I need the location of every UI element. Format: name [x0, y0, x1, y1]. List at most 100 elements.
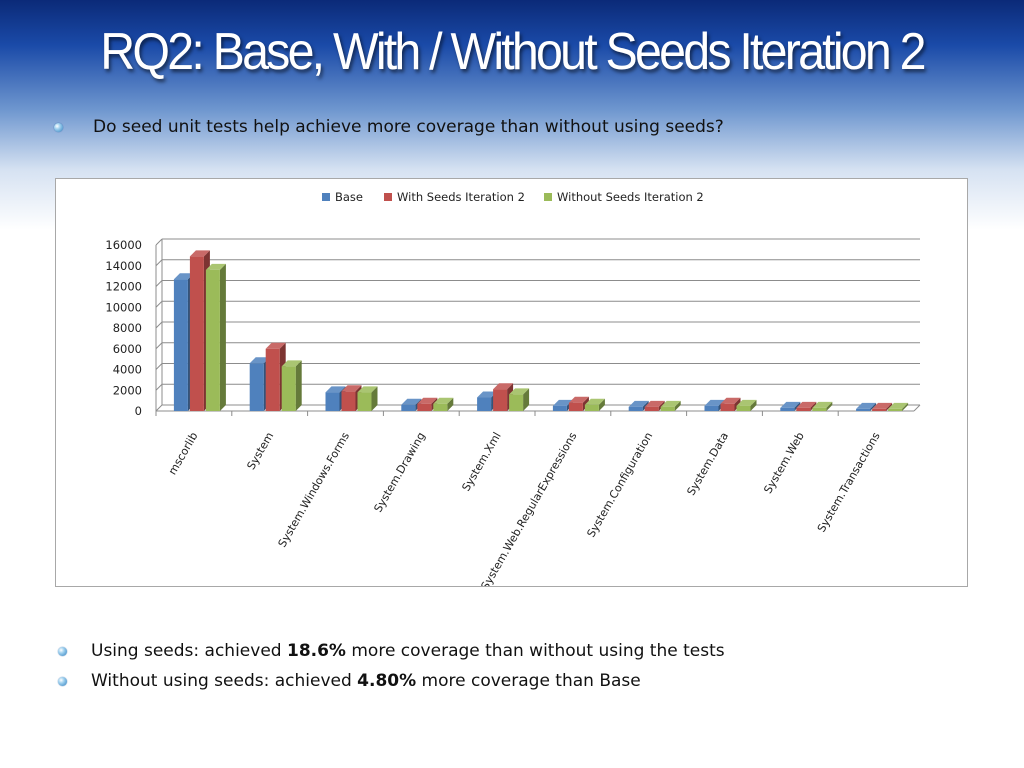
bar: [644, 406, 659, 411]
bar-side: [447, 397, 454, 411]
gridline-depth: [155, 363, 163, 370]
bar: [812, 407, 827, 411]
bar: [568, 402, 583, 411]
gridline-depth: [155, 300, 163, 308]
bar-side: [750, 399, 757, 411]
bar-top: [644, 400, 665, 407]
x-tick-label: mscorlib: [166, 430, 201, 477]
slide-title: RQ2: Base, With / Without Seeds Iteratio…: [100, 23, 926, 81]
bar-top: [341, 385, 362, 392]
bar: [493, 389, 508, 411]
gridline-depth: [155, 238, 163, 246]
finding-value: 18.6%: [286, 641, 346, 661]
bar-side: [674, 400, 681, 411]
bar: [888, 408, 903, 411]
bar-top: [173, 273, 194, 280]
y-tick-label: 10000: [105, 300, 142, 314]
bar-top: [720, 397, 741, 404]
x-tick-label: System.Configuration: [584, 430, 655, 540]
legend-swatch: [384, 193, 392, 201]
legend-swatch: [544, 193, 552, 201]
bar-side: [902, 402, 909, 411]
bar: [265, 348, 280, 411]
bar-top: [704, 399, 725, 406]
bar-top: [584, 398, 605, 405]
finding-suffix: more coverage than without using the tes…: [345, 641, 725, 661]
legend-label: Base: [335, 190, 363, 204]
bar: [249, 363, 264, 411]
bar-top: [401, 398, 422, 405]
bar: [205, 269, 220, 411]
finding-value: 4.80%: [357, 671, 417, 691]
bullet-icon: [58, 646, 67, 656]
finding-suffix: more coverage than Base: [416, 671, 641, 691]
bar: [509, 394, 524, 411]
bar-top: [433, 397, 454, 404]
bar-side: [870, 402, 877, 411]
gridline-depth: [155, 342, 163, 350]
bar-top: [888, 402, 909, 409]
y-tick-label: 4000: [113, 363, 142, 377]
bar: [477, 397, 492, 411]
bar-top: [357, 386, 378, 393]
bar-top: [477, 391, 498, 398]
bar-side: [886, 402, 893, 411]
gridline-depth: [155, 404, 163, 412]
bar-side: [371, 386, 378, 411]
bar-side: [734, 397, 741, 411]
bar-side: [810, 401, 817, 411]
bar-side: [826, 401, 833, 411]
bar-top: [493, 383, 514, 390]
floor-edge: [913, 404, 921, 412]
bar: [357, 392, 372, 411]
gridline-depth: [155, 383, 163, 391]
bar: [872, 408, 887, 411]
chart-container: 0 2000 4000 6000 8000 10000 12000 14000 16000 msc…: [55, 178, 968, 592]
bar: [856, 408, 871, 411]
bar: [584, 404, 599, 411]
bar-top: [509, 388, 530, 395]
finding-prefix: Without using seeds: achieved: [91, 671, 358, 691]
bar-top: [205, 263, 226, 270]
bar: [189, 256, 204, 411]
bar: [433, 403, 448, 411]
bar-top: [736, 399, 757, 406]
bar-side: [598, 398, 605, 411]
y-tick-label: 16000: [105, 238, 142, 252]
finding-bullet-1: Using seeds: achieved 18.6% more coverag…: [58, 641, 725, 661]
bar-top: [812, 401, 833, 408]
bar: [401, 404, 416, 411]
legend-label: With Seeds Iteration 2: [397, 190, 525, 204]
question-bullet: Do seed unit tests help achieve more cov…: [54, 117, 724, 137]
bar-top: [552, 399, 573, 406]
finding-bullet-2: Without using seeds: achieved 4.80% more…: [58, 671, 641, 691]
bar: [173, 279, 188, 411]
gridline-depth: [155, 280, 163, 287]
bar-top: [281, 360, 302, 367]
bar-top: [249, 357, 270, 364]
bar-side: [523, 388, 530, 411]
bar-top: [417, 397, 438, 404]
bullet-icon: [58, 676, 67, 686]
bar-top: [628, 400, 649, 407]
x-tick-label: System: [245, 430, 277, 472]
bar-side: [295, 360, 302, 411]
bar: [660, 406, 675, 411]
x-tick-label: System.Xml: [460, 430, 504, 494]
bar-top: [796, 401, 817, 408]
bar: [628, 406, 643, 411]
bar: [720, 403, 735, 411]
bar: [704, 405, 719, 411]
bar-side: [219, 263, 226, 411]
question-text: Do seed unit tests help achieve more cov…: [93, 117, 724, 137]
y-tick-label: 8000: [113, 321, 142, 335]
y-tick-label: 14000: [105, 259, 142, 273]
bar-top: [265, 342, 286, 349]
y-tick-label: 2000: [113, 383, 142, 397]
bar-top: [189, 250, 210, 257]
bar: [552, 405, 567, 411]
x-tick-label: System.Windows.Forms: [276, 430, 353, 550]
bar-top: [568, 396, 589, 403]
bar-side: [794, 401, 801, 411]
y-tick-label: 6000: [113, 342, 142, 356]
